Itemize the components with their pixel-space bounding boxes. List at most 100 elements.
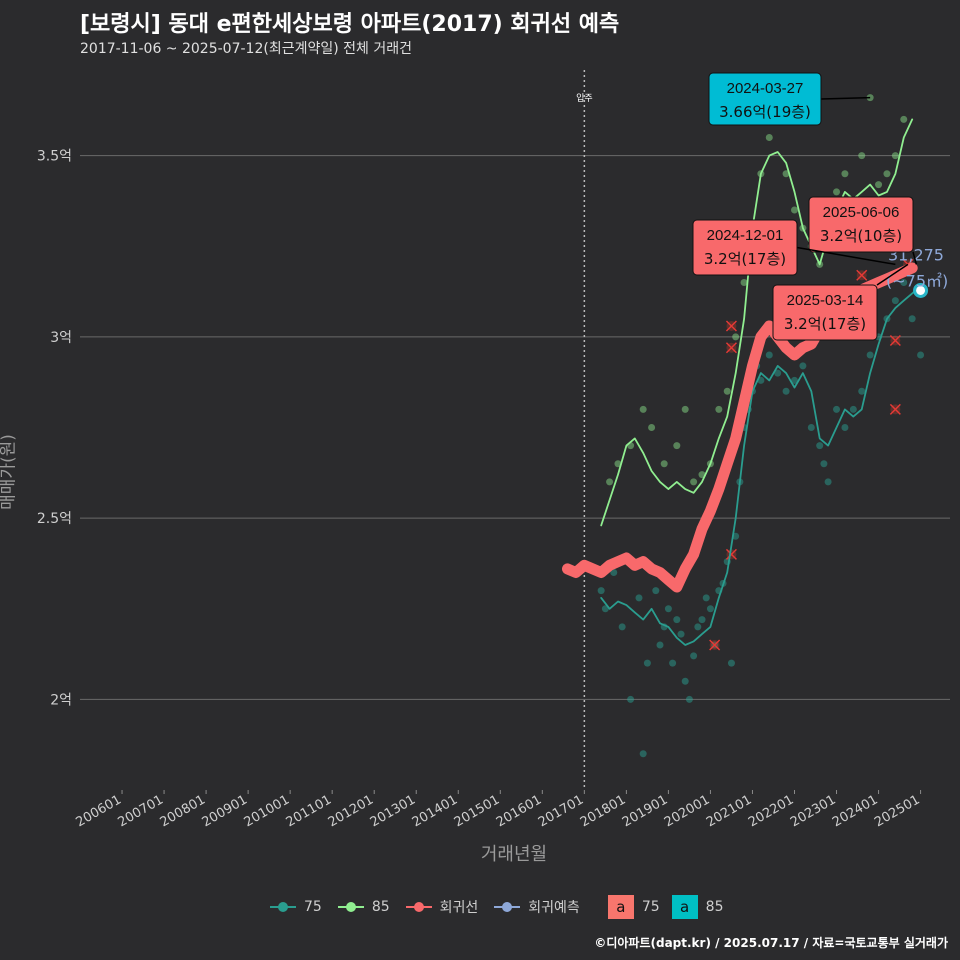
callout-date: 2025-03-14 <box>787 292 864 309</box>
footer-credit: ©디아파트(dapt.kr) / 2025.07.17 / 자료=국토교통부 실… <box>594 936 948 950</box>
callout-price: 3.66억(19층) <box>719 103 811 121</box>
callout-leader <box>796 246 896 266</box>
x-tick-label: 201501 <box>452 792 502 830</box>
x-tick-label: 202001 <box>662 792 712 830</box>
point-85 <box>765 134 773 141</box>
x-tick-label: 202301 <box>788 792 838 830</box>
chart-title: [보령시] 동대 e편한세상보령 아파트(2017) 회귀선 예측 <box>80 12 620 37</box>
cross-mark <box>889 403 901 415</box>
point-85 <box>660 460 668 468</box>
legend-label-trend: 회귀선 <box>439 900 479 916</box>
callout-box <box>708 72 822 126</box>
legend-item-predict: 회귀예측 <box>494 897 580 917</box>
x-tick-label: 201101 <box>284 792 334 830</box>
x-tick-label: 202401 <box>830 792 880 830</box>
point-75 <box>635 594 643 602</box>
point-75 <box>841 424 849 431</box>
point-75 <box>765 351 773 359</box>
callout-box <box>772 284 878 341</box>
point-75 <box>597 587 605 595</box>
legend-label-75: 75 <box>304 899 322 915</box>
point-85 <box>833 188 841 196</box>
callout-price: 3.2억(17층) <box>704 250 786 268</box>
x-axis-title: 거래년월 <box>480 844 548 865</box>
x-tick-label: 201601 <box>494 792 544 830</box>
x-tick-label: 201301 <box>368 792 418 830</box>
cross-mark <box>709 639 721 651</box>
cross-mark <box>725 548 737 560</box>
point-85 <box>673 442 681 450</box>
y-tick-label: 3억 <box>50 330 72 346</box>
legend-item-75: 75 <box>270 899 322 915</box>
callout-box <box>692 219 798 276</box>
point-75 <box>627 695 635 703</box>
callout-box <box>808 196 914 253</box>
move-in-label: 입주 <box>576 92 593 104</box>
point-85 <box>841 170 849 178</box>
x-tick-label: 201801 <box>578 792 628 830</box>
point-85 <box>732 333 740 341</box>
y-axis-title: 매매가(원) <box>0 434 19 510</box>
point-85 <box>883 170 891 178</box>
x-tick-label: 200801 <box>158 792 208 830</box>
legend-key-predict <box>494 899 521 915</box>
y-tick-label: 2.5억 <box>37 511 72 527</box>
prediction-area-label: (~75㎡) <box>886 271 948 290</box>
point-75 <box>706 605 714 613</box>
y-tick-label: 2억 <box>50 692 72 708</box>
point-75 <box>833 405 841 413</box>
legend-fill-85-label: 85 <box>705 899 724 915</box>
point-85 <box>900 115 908 123</box>
point-75 <box>681 677 689 685</box>
x-tick-label: 201201 <box>326 792 376 830</box>
point-75 <box>702 594 710 602</box>
legend-item-trend: 회귀선 <box>405 897 479 917</box>
legend: 75 85 회귀선 회귀예측 a 75 a 85 <box>270 895 724 919</box>
x-tick-label: 200601 <box>74 792 124 830</box>
point-75 <box>799 362 807 370</box>
legend-label-predict: 회귀예측 <box>528 900 580 916</box>
x-tick-label: 201901 <box>620 792 670 830</box>
point-75 <box>685 695 693 703</box>
series-85-line <box>600 118 914 527</box>
legend-key-trend <box>405 899 432 915</box>
point-75 <box>807 424 815 431</box>
point-85 <box>648 424 656 431</box>
x-tick-label: 202101 <box>704 792 754 830</box>
legend-label-85: 85 <box>371 899 390 915</box>
point-75 <box>694 623 702 631</box>
point-85 <box>681 405 689 413</box>
prediction-point <box>913 282 929 298</box>
point-75 <box>824 478 832 486</box>
legend-key-85 <box>337 899 364 915</box>
point-75 <box>664 605 672 613</box>
callout-price: 3.2억(17층) <box>784 315 866 333</box>
point-75 <box>900 279 908 286</box>
callout-leader <box>912 251 918 265</box>
legend-fill-75-label: 75 <box>641 899 660 915</box>
point-85 <box>723 387 731 395</box>
point-75 <box>782 387 790 395</box>
point-75 <box>643 659 651 667</box>
x-tick-label: 201001 <box>242 792 292 830</box>
point-75 <box>656 641 664 649</box>
callout-date: 2024-03-27 <box>727 80 804 97</box>
point-75 <box>908 315 916 323</box>
point-85 <box>790 206 798 214</box>
x-tick-label: 202201 <box>746 792 796 830</box>
point-75 <box>774 369 782 377</box>
legend-item-85: 85 <box>337 899 390 915</box>
point-85 <box>858 152 866 160</box>
point-75 <box>820 460 828 468</box>
point-75 <box>858 387 866 395</box>
point-75 <box>866 351 874 359</box>
legend-fill-75-box: a <box>607 895 634 919</box>
point-75 <box>917 351 925 359</box>
series-75-line <box>600 285 922 646</box>
point-75 <box>618 623 626 631</box>
point-75 <box>790 376 798 384</box>
point-85 <box>606 478 614 486</box>
point-75 <box>891 297 899 305</box>
x-tick-label: 200901 <box>200 792 250 830</box>
